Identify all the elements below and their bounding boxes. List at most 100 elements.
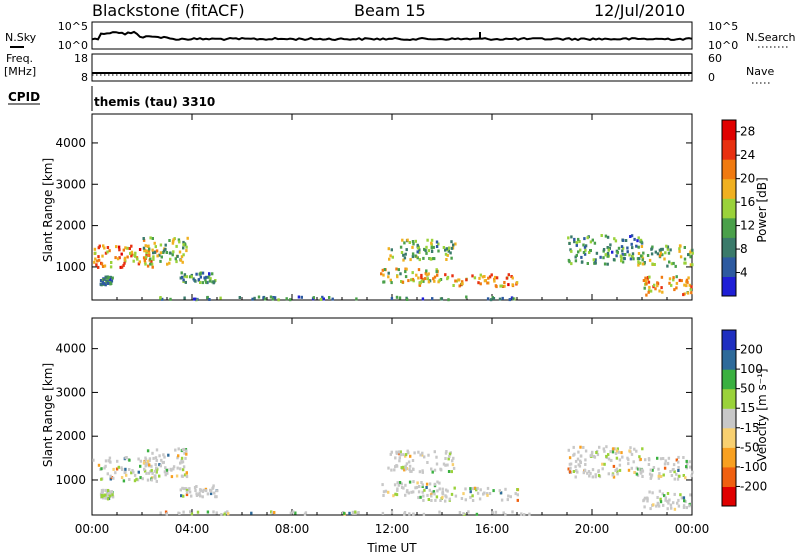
echo-cell	[183, 273, 187, 277]
echo-cell	[666, 247, 670, 251]
echo-cell	[106, 250, 109, 254]
echo-cell	[414, 254, 417, 258]
echo-cell	[106, 246, 110, 249]
echo-cell	[639, 238, 643, 242]
colorbar-band	[722, 139, 736, 160]
echo-cell	[449, 251, 452, 255]
echo-cell	[404, 493, 407, 497]
echo-cell	[683, 292, 686, 296]
echo-cell	[591, 468, 595, 472]
freq-label: Freq.	[6, 52, 33, 65]
echo-cell	[185, 449, 188, 453]
echo-cell	[415, 485, 419, 489]
echo-cell	[621, 455, 624, 459]
echo-cell	[654, 287, 657, 291]
echo-cell	[648, 285, 651, 289]
echo-cell	[636, 239, 639, 243]
echo-cell	[169, 251, 172, 255]
echo-cell	[401, 280, 405, 284]
echo-cell	[675, 281, 679, 285]
echo-cell	[611, 250, 614, 254]
echo-cell	[178, 250, 182, 254]
echo-cell	[133, 479, 137, 483]
echo-cell	[586, 236, 589, 240]
echo-cell	[144, 458, 148, 462]
echo-cell	[666, 461, 670, 465]
echo-cell	[620, 451, 623, 455]
echo-cell	[103, 246, 106, 250]
nsearch-label: N.Search	[746, 31, 796, 44]
echo-cell	[271, 511, 274, 515]
echo-cell	[436, 273, 439, 277]
echo-cell	[478, 497, 482, 501]
echo-cell	[395, 295, 399, 299]
echo-cell	[642, 279, 646, 282]
echo-cell	[179, 276, 182, 280]
echo-cell	[450, 492, 454, 496]
echo-cell	[670, 283, 673, 287]
echo-cell	[624, 239, 628, 242]
echo-cell	[169, 467, 172, 471]
echo-cell	[645, 293, 648, 297]
echo-cell	[667, 251, 671, 255]
echo-cell	[394, 456, 397, 460]
echo-cell	[123, 471, 126, 475]
echo-cell	[448, 452, 452, 456]
echo-cell	[184, 243, 187, 247]
echo-cell	[690, 291, 693, 295]
echo-cell	[430, 499, 433, 502]
y-tick-label: 1000	[55, 260, 86, 274]
echo-cell	[292, 510, 295, 514]
echo-cell	[271, 297, 275, 301]
echo-cell	[578, 464, 582, 468]
echo-cell	[688, 465, 692, 469]
echo-cell	[440, 297, 444, 301]
echo-cell	[185, 452, 188, 456]
echo-cell	[204, 489, 208, 493]
echo-cell	[682, 506, 686, 509]
echo-cell	[613, 237, 616, 241]
echo-cell	[134, 254, 137, 258]
power-colorbar-label: Power [dB]	[755, 177, 769, 242]
echo-cell	[117, 465, 120, 469]
echo-cell	[489, 298, 493, 302]
echo-cell	[446, 489, 449, 493]
echo-cell	[180, 255, 184, 259]
echo-cell	[183, 487, 186, 491]
echo-cell	[425, 251, 428, 255]
echo-cell	[664, 498, 667, 502]
echo-cell	[149, 470, 152, 474]
echo-cell	[122, 263, 125, 267]
echo-cell	[656, 252, 660, 256]
echo-cell	[387, 466, 390, 470]
echo-cell	[444, 499, 447, 503]
echo-cell	[155, 459, 158, 462]
echo-cell	[579, 445, 582, 449]
echo-cell	[104, 283, 107, 287]
echo-cell	[109, 492, 112, 496]
colorbar-band	[722, 178, 736, 199]
echo-cell	[395, 267, 398, 271]
echo-cell	[153, 475, 156, 479]
echo-cell	[147, 244, 150, 248]
colorbar-band	[722, 388, 736, 409]
echo-cell	[670, 474, 674, 477]
echo-cell	[684, 476, 687, 480]
echo-cell	[601, 467, 604, 471]
echo-cell	[628, 253, 631, 257]
echo-cell	[447, 457, 450, 461]
echo-cell	[621, 246, 625, 250]
echo-cell	[454, 242, 457, 246]
echo-cell	[146, 478, 150, 482]
echo-cell	[404, 252, 407, 256]
echo-cell	[666, 507, 669, 511]
echo-cell	[433, 492, 436, 496]
echo-cell	[413, 451, 416, 455]
echo-cell	[670, 262, 674, 266]
echo-cell	[185, 471, 188, 475]
echo-cell	[648, 275, 651, 279]
echo-cell	[653, 283, 656, 287]
echo-cell	[160, 255, 163, 259]
echo-cell	[312, 296, 315, 300]
echo-cell	[183, 274, 186, 278]
